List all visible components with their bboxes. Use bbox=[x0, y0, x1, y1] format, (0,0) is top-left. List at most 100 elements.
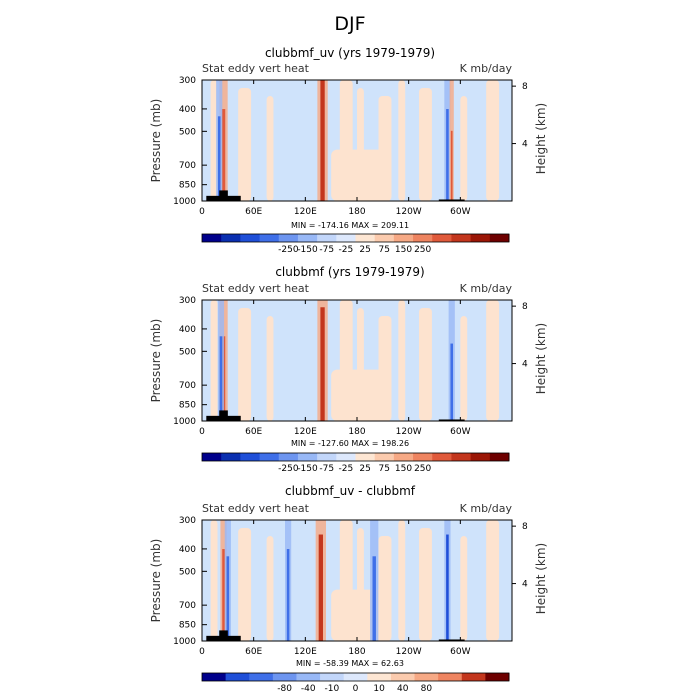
field-band bbox=[210, 520, 218, 641]
feature-core bbox=[219, 336, 223, 421]
field-band bbox=[460, 96, 468, 201]
field-band bbox=[486, 520, 500, 641]
colorbar-swatch bbox=[272, 673, 297, 681]
colorbar-swatch bbox=[240, 453, 261, 461]
colorbar-swatch bbox=[278, 234, 299, 242]
colorbar-swatch bbox=[320, 673, 345, 681]
colorbar-label: 25 bbox=[359, 464, 370, 474]
colorbar-swatch bbox=[451, 234, 472, 242]
colorbar-swatch bbox=[202, 673, 227, 681]
colorbar-label: 75 bbox=[379, 245, 390, 255]
colorbar-swatch bbox=[485, 673, 510, 681]
y-tick-label: 850 bbox=[179, 181, 196, 191]
y-tick-label: 400 bbox=[179, 325, 196, 335]
colorbar-swatch bbox=[297, 234, 318, 242]
chart-panel-2: clubbmf (yrs 1979-1979) Stat eddy vert he… bbox=[149, 265, 548, 474]
right-tick-label: 8 bbox=[522, 82, 528, 92]
colorbar-swatch bbox=[202, 453, 222, 461]
colorbar-swatch bbox=[438, 673, 463, 681]
x-tick-label: 120E bbox=[294, 427, 317, 437]
colorbar-label: -250 bbox=[278, 464, 299, 474]
colorbar-label: 150 bbox=[395, 245, 412, 255]
x-tick-label: 60W bbox=[450, 207, 470, 217]
field-band bbox=[266, 536, 274, 641]
field-band bbox=[331, 369, 392, 421]
land-block bbox=[219, 630, 228, 641]
colorbar-swatch bbox=[221, 234, 241, 242]
colorbar-swatch bbox=[355, 234, 376, 242]
colorbar-label: -25 bbox=[339, 464, 354, 474]
x-tick-label: 0 bbox=[199, 647, 205, 657]
feature-core bbox=[318, 534, 323, 641]
land-block bbox=[438, 199, 465, 201]
right-axis-label: Height (km) bbox=[534, 103, 548, 174]
x-tick-label: 120W bbox=[396, 647, 422, 657]
field-band bbox=[398, 80, 406, 201]
field-band bbox=[419, 88, 432, 201]
field-band bbox=[210, 300, 218, 421]
right-axis-label: Height (km) bbox=[534, 323, 548, 394]
colorbar-swatch bbox=[374, 234, 395, 242]
right-tick-label: 4 bbox=[522, 140, 528, 150]
page-title: DJF bbox=[334, 13, 365, 35]
colorbar-label: 75 bbox=[379, 464, 390, 474]
colorbar-swatch bbox=[390, 673, 416, 681]
colorbar-label: -25 bbox=[339, 245, 354, 255]
colorbar-swatch bbox=[355, 453, 376, 461]
colorbar-label: 0 bbox=[353, 684, 359, 694]
right-tick-label: 4 bbox=[522, 580, 528, 590]
colorbar-label: 250 bbox=[414, 464, 431, 474]
y-tick-label: 1000 bbox=[173, 637, 196, 647]
field-band bbox=[266, 316, 274, 421]
field-layer bbox=[202, 300, 512, 421]
x-tick-label: 60W bbox=[450, 427, 470, 437]
colorbar-swatch bbox=[202, 234, 222, 242]
y-tick-label: 700 bbox=[179, 601, 196, 611]
field-band bbox=[331, 149, 392, 201]
colorbar-swatch bbox=[374, 453, 395, 461]
chart-left-subtitle: Stat eddy vert heat bbox=[202, 502, 310, 515]
colorbar-label: -250 bbox=[278, 245, 299, 255]
y-tick-label: 1000 bbox=[173, 417, 196, 427]
colorbar-swatch bbox=[489, 234, 510, 242]
y-axis-label: Pressure (mb) bbox=[149, 99, 163, 183]
chart-title: clubbmf (yrs 1979-1979) bbox=[275, 265, 424, 279]
colorbar-swatch bbox=[221, 453, 241, 461]
y-tick-label: 400 bbox=[179, 545, 196, 555]
field-layer bbox=[202, 80, 512, 201]
y-tick-label: 400 bbox=[179, 105, 196, 115]
right-tick-label: 8 bbox=[522, 522, 528, 532]
chart-panel-1: clubbmf_uv (yrs 1979-1979) Stat eddy vert… bbox=[149, 46, 548, 255]
feature-core bbox=[222, 549, 225, 641]
feature-core bbox=[450, 343, 454, 421]
y-tick-label: 500 bbox=[179, 347, 196, 357]
x-tick-label: 60E bbox=[245, 207, 262, 217]
colorbar-swatch bbox=[249, 673, 274, 681]
x-tick-label: 120W bbox=[396, 427, 422, 437]
field-band bbox=[460, 536, 468, 641]
colorbar-frame bbox=[201, 672, 510, 682]
field-band bbox=[238, 88, 252, 201]
feature-core bbox=[446, 109, 449, 201]
x-tick-label: 60E bbox=[245, 427, 262, 437]
y-tick-label: 1000 bbox=[173, 197, 196, 207]
field-band bbox=[266, 96, 274, 201]
x-tick-label: 60W bbox=[450, 647, 470, 657]
x-tick-label: 120E bbox=[294, 647, 317, 657]
colorbar-swatch bbox=[432, 453, 452, 461]
colorbar-swatch bbox=[413, 453, 433, 461]
feature-core bbox=[221, 109, 226, 201]
land-block bbox=[438, 639, 465, 641]
field-band bbox=[238, 528, 252, 641]
y-tick-label: 850 bbox=[179, 621, 196, 631]
colorbar-swatch bbox=[336, 234, 356, 242]
colorbar-label: -150 bbox=[297, 464, 318, 474]
field-band bbox=[398, 300, 406, 421]
colorbar-swatch bbox=[393, 453, 414, 461]
colorbar-swatch bbox=[461, 673, 486, 681]
feature-core bbox=[286, 549, 290, 641]
feature-core bbox=[446, 534, 449, 641]
field-layer bbox=[202, 520, 512, 641]
land-block bbox=[438, 419, 465, 421]
